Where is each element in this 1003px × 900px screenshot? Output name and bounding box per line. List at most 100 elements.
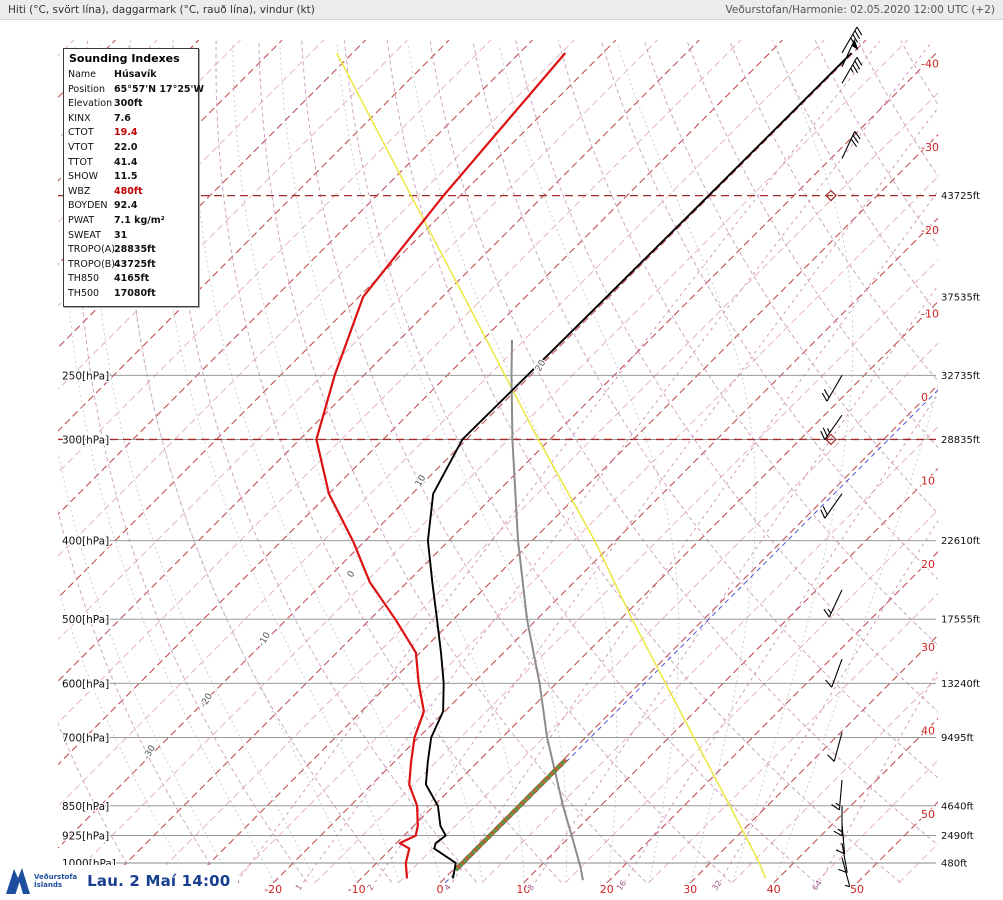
index-value: 11.5 — [114, 171, 138, 183]
mixing-ratio-label: 64 — [810, 879, 823, 893]
index-value: 41.4 — [114, 156, 138, 168]
index-row: TH500 17080ft — [68, 287, 195, 302]
index-row: Position 65°57'N 17°25'W — [68, 83, 204, 98]
reference-yellow-line — [336, 52, 767, 879]
isotherm-right-label: 10 — [921, 474, 935, 487]
index-value: Húsavík — [114, 69, 157, 80]
isotherm-right-label: 30 — [921, 641, 935, 654]
wind-barb — [821, 375, 843, 402]
sounding-indexes-box: Sounding Indexes Name Húsavík Position 65°5… — [63, 48, 204, 307]
wind-barb — [841, 857, 851, 888]
pressure-axis-label: 925[hPa] — [62, 831, 109, 843]
logo-org-line2: Íslands — [34, 881, 63, 889]
isotherm-bottom-label: -10 — [348, 883, 366, 896]
wind-barb — [841, 39, 859, 67]
altitude-axis-label: 2490ft — [941, 831, 974, 842]
isotherm-right-label: -40 — [921, 57, 939, 70]
pressure-axis-label: 400[hPa] — [62, 536, 109, 548]
index-label: Position — [68, 83, 105, 95]
wind-barb — [841, 131, 861, 159]
index-row: WBZ 480ft — [68, 185, 195, 200]
wind-barb — [835, 823, 846, 855]
standard-atmosphere-line — [510, 339, 584, 881]
pressure-axis-label: 850[hPa] — [62, 801, 109, 813]
valid-time: Lau. 2 Maí 14:00 — [87, 872, 231, 890]
index-row: BOYDEN 92.4 — [68, 199, 195, 214]
index-row: TH850 4165ft — [68, 272, 195, 287]
adiabat-label: -20 — [199, 692, 215, 710]
index-value: 480ft — [114, 185, 143, 197]
axis-labels: 250[hPa] 300[hPa] 400[hPa] 500[hPa] 600[hPa]… — [61, 56, 980, 897]
mixing-ratio-label: 2 — [366, 883, 376, 892]
index-value: 92.4 — [114, 200, 138, 212]
index-label: SWEAT — [68, 229, 101, 241]
mixing-ratio-label: 32 — [710, 879, 723, 893]
pressure-axis-label: 600[hPa] — [62, 678, 109, 690]
isotherm-bottom-label: 20 — [600, 883, 614, 896]
adiabat-label: -10 — [257, 631, 273, 649]
isotherm-bottom-label: 10 — [516, 883, 530, 896]
adiabat-label: 20 — [534, 358, 549, 373]
pressure-grid — [95, 374, 936, 864]
index-label: KINX — [68, 112, 91, 124]
index-value: 7.6 — [114, 112, 131, 124]
footer: Veðurstofa Íslands Lau. 2 Maí 14:00 — [5, 865, 239, 897]
index-row: SHOW 11.5 — [68, 170, 195, 185]
index-label: VTOT — [68, 141, 94, 153]
mixing-ratio-label: 8 — [526, 883, 536, 892]
isotherm-right-label: 50 — [921, 808, 935, 821]
header-legend: Hiti (°C, svört lína), daggarmark (°C, r… — [8, 3, 315, 16]
index-value: 22.0 — [114, 141, 138, 153]
index-label: PWAT — [68, 214, 95, 226]
freezing-line — [444, 389, 938, 883]
logo-org-line1: Veðurstofa — [34, 873, 78, 881]
altitude-axis-label: 28835ft — [941, 435, 980, 446]
altitude-axis-label: 37535ft — [941, 292, 980, 303]
altitude-axis-label: 17555ft — [941, 615, 980, 626]
isotherm-bottom-label: 0 — [437, 883, 444, 896]
index-label: TH500 — [68, 287, 100, 299]
pressure-axis-label: 500[hPa] — [62, 614, 109, 626]
mixing-ratio-label: 4 — [443, 883, 453, 892]
adiabat-label: -30 — [142, 744, 158, 762]
highlight-segment-green — [453, 757, 568, 872]
index-label: Name — [68, 69, 97, 80]
index-row: PWAT 7.1 kg/m² — [68, 214, 195, 229]
annotation-layer: 250[hPa] 300[hPa] 400[hPa] 500[hPa] 600[hPa]… — [61, 26, 980, 897]
index-value: 17080ft — [114, 287, 156, 299]
index-row: SWEAT 31 — [68, 229, 195, 244]
mixing-ratio-label: 16 — [615, 879, 628, 893]
wind-barb — [827, 732, 843, 762]
index-row: TROPO(B) 43725ft — [68, 258, 195, 273]
adiabat-label: 0 — [346, 569, 358, 579]
index-value: 31 — [114, 229, 128, 241]
curves-layer — [315, 52, 938, 883]
adiabat-label: 10 — [414, 473, 429, 488]
isotherm-right-label: 20 — [921, 558, 935, 571]
index-value: 4165ft — [114, 273, 150, 285]
altitude-axis-label: 22610ft — [941, 536, 980, 547]
mixing-ratio-label: 1 — [294, 883, 304, 892]
index-label: TH850 — [68, 273, 100, 285]
altitude-axis-label: 480ft — [941, 859, 967, 870]
altitude-axis-label: 43725ft — [941, 191, 980, 202]
index-row: VTOT 22.0 — [68, 141, 195, 156]
altitude-axis-label: 13240ft — [941, 679, 980, 690]
grid-layer — [58, 40, 938, 883]
isotherm-right-label: -20 — [921, 224, 939, 237]
index-label: TROPO(A) — [68, 244, 115, 256]
header-bar: Hiti (°C, svört lína), daggarmark (°C, r… — [0, 0, 1003, 20]
wind-barb — [825, 658, 843, 688]
dewpoint-curve — [315, 52, 567, 879]
index-label: TROPO(B) — [68, 258, 116, 270]
index-label: BOYDEN — [68, 200, 108, 212]
index-row: Name Húsavík — [68, 68, 195, 83]
wind-barb — [831, 780, 843, 811]
index-row: TROPO(A) 28835ft — [68, 243, 195, 258]
index-value: 28835ft — [114, 244, 156, 256]
wind-barb — [841, 57, 863, 84]
wind-barb — [823, 589, 843, 618]
sounding-indexes-title: Sounding Indexes — [69, 52, 180, 65]
pressure-axis-label: 300[hPa] — [62, 434, 109, 446]
